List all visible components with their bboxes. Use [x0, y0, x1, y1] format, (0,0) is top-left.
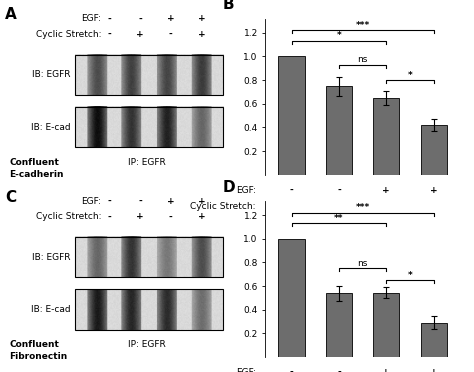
Text: +: + [198, 15, 205, 23]
Text: ***: *** [356, 21, 370, 30]
Text: EGF:: EGF: [236, 368, 256, 372]
Bar [75, 107, 223, 147]
Bar [75, 289, 223, 330]
Text: -: - [384, 202, 388, 211]
Bar [420, 323, 447, 357]
Text: ns: ns [357, 55, 368, 64]
Bar [420, 125, 447, 175]
Text: -: - [337, 368, 341, 372]
Text: IP: EGFR: IP: EGFR [128, 340, 166, 349]
Text: EGF:: EGF: [81, 15, 101, 23]
Text: E-cadherin: E-cadherin [9, 170, 64, 179]
Text: ***: *** [356, 203, 370, 212]
Text: **: ** [334, 214, 344, 223]
Text: -: - [138, 197, 142, 206]
Text: +: + [167, 197, 174, 206]
Text: +: + [198, 197, 205, 206]
Text: -: - [290, 202, 293, 211]
Text: +: + [167, 15, 174, 23]
Text: -: - [169, 30, 173, 39]
Text: IB: E-cad: IB: E-cad [31, 123, 71, 132]
Bar [75, 55, 223, 95]
Text: EGF:: EGF: [236, 186, 256, 195]
Text: Confluent: Confluent [9, 158, 59, 167]
Text: +: + [198, 30, 205, 39]
Text: +: + [430, 368, 438, 372]
Text: -: - [290, 368, 293, 372]
Bar [326, 86, 352, 175]
Text: Cyclic Stretch:: Cyclic Stretch: [36, 212, 101, 221]
Text: Confluent: Confluent [9, 340, 59, 349]
Text: +: + [430, 202, 438, 211]
Text: +: + [383, 186, 390, 195]
Text: -: - [108, 197, 112, 206]
Text: IP: EGFR: IP: EGFR [128, 158, 166, 167]
Text: -: - [108, 212, 112, 221]
Text: *: * [337, 32, 341, 41]
Text: -: - [290, 186, 293, 195]
Text: IB: EGFR: IB: EGFR [32, 70, 71, 79]
Text: +: + [137, 212, 144, 221]
Bar [278, 57, 304, 175]
Text: EGF:: EGF: [81, 197, 101, 206]
Text: B: B [223, 0, 234, 12]
Text: ns: ns [357, 259, 368, 268]
Text: *: * [408, 71, 412, 80]
Text: Cyclic Stretch:: Cyclic Stretch: [36, 30, 101, 39]
Text: Cyclic Stretch:: Cyclic Stretch: [191, 202, 256, 211]
Bar [373, 98, 399, 175]
Text: D: D [223, 180, 235, 195]
Text: *: * [408, 270, 412, 280]
Text: -: - [337, 186, 341, 195]
Text: +: + [335, 202, 343, 211]
Text: -: - [108, 30, 112, 39]
Text: C: C [5, 190, 16, 205]
Text: A: A [5, 7, 17, 22]
Bar [326, 293, 352, 357]
Text: Fibronectin: Fibronectin [9, 352, 68, 361]
Text: +: + [198, 212, 205, 221]
Bar [278, 239, 304, 357]
Text: -: - [169, 212, 173, 221]
Text: +: + [430, 186, 438, 195]
Text: -: - [108, 15, 112, 23]
Bar [75, 237, 223, 277]
Text: IB: E-cad: IB: E-cad [31, 305, 71, 314]
Text: +: + [137, 30, 144, 39]
Text: +: + [383, 368, 390, 372]
Text: -: - [138, 15, 142, 23]
Bar [373, 293, 399, 357]
Text: IB: EGFR: IB: EGFR [32, 253, 71, 262]
